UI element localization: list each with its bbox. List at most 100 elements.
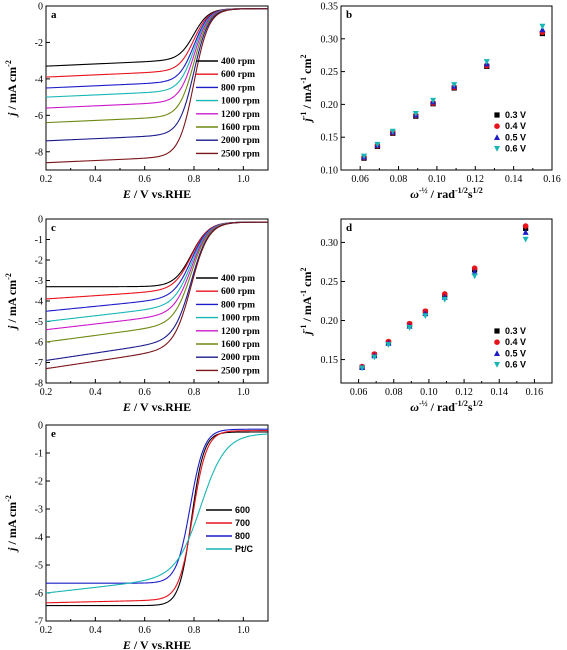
plot-area: [46, 428, 268, 607]
x-axis-text: / V vs.RHE: [131, 187, 191, 201]
legend-label: 400 rpm: [221, 274, 255, 284]
y-axis-symbol: j: [5, 325, 19, 331]
y-tick-label: -4: [35, 74, 43, 85]
y-tick-label: -2: [35, 477, 43, 488]
y-axis-label: j / mA cm-2: [4, 60, 19, 118]
x-tick-label: 1.0: [237, 387, 250, 398]
plot-area: [46, 8, 268, 164]
y-axis-sup: -1: [299, 290, 308, 297]
legend-label: 2500 rpm: [221, 149, 260, 159]
y-tick-label: -4: [35, 533, 43, 544]
legend-marker: [494, 350, 500, 356]
x-axis-symbol: ω: [410, 400, 419, 414]
legend-label: 1000 rpm: [221, 314, 260, 324]
series-line-600: [46, 431, 268, 607]
x-tick-label: 0.12: [467, 174, 485, 185]
y-tick-label: 0.25: [321, 67, 339, 78]
y-axis-label: j-1 / mA-1 cm2: [299, 54, 314, 123]
x-axis-sup: 1/2: [473, 186, 483, 195]
x-axis-symbol: E: [122, 187, 131, 201]
y-axis-sup: 2: [299, 54, 308, 58]
y-tick-label: -5: [35, 561, 43, 572]
y-axis-label: j / mA cm-2: [4, 273, 19, 331]
y-tick-label: 0.10: [321, 166, 339, 177]
x-tick-label: 1.0: [237, 625, 250, 636]
x-tick-label: 0.8: [188, 174, 201, 185]
legend-label: 800 rpm: [221, 300, 255, 310]
legend-label: 1600 rpm: [221, 340, 260, 350]
data-point: [451, 82, 458, 88]
data-point: [389, 128, 396, 135]
legend-marker: [494, 123, 500, 129]
y-tick-label: -3: [35, 505, 43, 516]
x-axis-text: / V vs.RHE: [131, 638, 191, 650]
x-tick-label: 0.8: [188, 387, 201, 398]
panel-letter: d: [346, 222, 352, 234]
legend-label: 0.6 V: [505, 360, 526, 370]
y-tick-label: -1: [35, 449, 43, 460]
data-point: [471, 265, 478, 272]
y-tick-label: -2: [35, 256, 43, 267]
y-axis-symbol: j: [300, 331, 314, 337]
y-tick-label: -7: [35, 358, 43, 369]
y-tick-label: 0.20: [321, 316, 339, 327]
x-axis-sup: 1/2: [473, 399, 483, 408]
data-point: [359, 365, 366, 372]
x-tick-label: 0.4: [89, 174, 102, 185]
y-axis-label: j / mA cm-2: [4, 495, 19, 553]
y-tick-label: 0: [38, 421, 43, 432]
x-tick-label: 0.06: [350, 387, 368, 398]
legend-label: 0.4 V: [505, 121, 526, 131]
y-axis-text: / mA cm: [5, 280, 19, 326]
y-tick-label: -8: [35, 379, 43, 390]
legend-label: 800 rpm: [221, 83, 255, 93]
x-axis-symbol: E: [122, 400, 131, 414]
x-axis-sup: -1/2: [455, 399, 468, 408]
y-tick-label: -4: [35, 297, 43, 308]
y-tick-label: 0.35: [321, 2, 339, 13]
x-tick-label: 0.2: [40, 625, 53, 636]
y-tick-label: 0.15: [321, 133, 339, 144]
panel-letter: b: [346, 9, 352, 21]
data-point: [539, 23, 546, 30]
legend-label: 0.4 V: [505, 337, 526, 347]
panel-d: 0.06 0.08 0.10 0.12 0.14 0.16 0.15 0.20 0.25 0.30…: [299, 218, 553, 414]
plot-frame: [45, 424, 269, 622]
data-point: [522, 229, 529, 235]
y-axis-sup: -2: [4, 273, 13, 280]
x-tick-label: 0.4: [89, 625, 102, 636]
x-tick-label: 0.08: [385, 387, 403, 398]
y-tick-label: 0.15: [321, 355, 339, 366]
panel-c: 0.2 0.4 0.6 0.8 1.0 0 -1 -2 -3 -4 -5 -6 -7 -8 c E / V v…: [4, 215, 269, 414]
x-axis-text: / rad: [428, 400, 456, 414]
data-point: [483, 59, 490, 65]
x-tick-label: 0.14: [505, 174, 523, 185]
x-tick-label: 0.6: [138, 387, 151, 398]
x-axis-label: ω-½ / rad-1/2s1/2: [410, 186, 483, 201]
legend-label: 700: [235, 518, 250, 528]
series-line-800: [46, 428, 268, 584]
legend-label: 0.5 V: [505, 348, 526, 358]
y-axis-sup: -1: [299, 77, 308, 84]
data-point: [422, 313, 429, 320]
y-axis-text: cm: [300, 271, 314, 289]
y-tick-label: 0.30: [321, 238, 339, 249]
panel-letter: a: [51, 9, 57, 21]
panel-a: 0.2 0.4 0.6 0.8 1.0 0 -2 -4 -6 -8 a E / V vs.RHE j /…: [4, 2, 269, 201]
series-line-800-rpm: [46, 221, 268, 312]
y-tick-label: -6: [35, 589, 43, 600]
data-point: [406, 324, 413, 331]
x-tick-label: 0.06: [351, 174, 369, 185]
x-tick-label: 0.2: [40, 387, 53, 398]
legend-label: 2000 rpm: [221, 353, 260, 363]
x-tick-label: 0.10: [428, 174, 446, 185]
y-tick-label: -6: [35, 111, 43, 122]
data-point: [441, 296, 448, 303]
y-tick-label: -1: [35, 235, 43, 246]
y-axis-text: / mA cm: [5, 67, 19, 113]
x-axis-sup: -1/2: [455, 186, 468, 195]
y-tick-label: -3: [35, 276, 43, 287]
legend-label: 0.3 V: [505, 110, 526, 120]
x-axis-label: E / V vs.RHE: [122, 187, 191, 201]
